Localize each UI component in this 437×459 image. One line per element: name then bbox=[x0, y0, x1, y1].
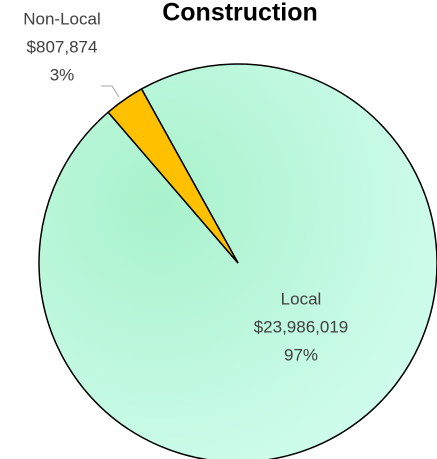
pie-slice bbox=[107, 87, 239, 264]
slice-label: Non-Local bbox=[23, 9, 101, 28]
slice-value-label: $23,986,019 bbox=[254, 317, 349, 336]
chart-title: Construction bbox=[162, 0, 318, 27]
slice-percent-label: 97% bbox=[284, 345, 318, 364]
slice-label: Local bbox=[281, 289, 322, 308]
slice-percent-label: 3% bbox=[50, 65, 75, 84]
slice-value-label: $807,874 bbox=[27, 37, 98, 56]
leader-line bbox=[101, 85, 120, 98]
